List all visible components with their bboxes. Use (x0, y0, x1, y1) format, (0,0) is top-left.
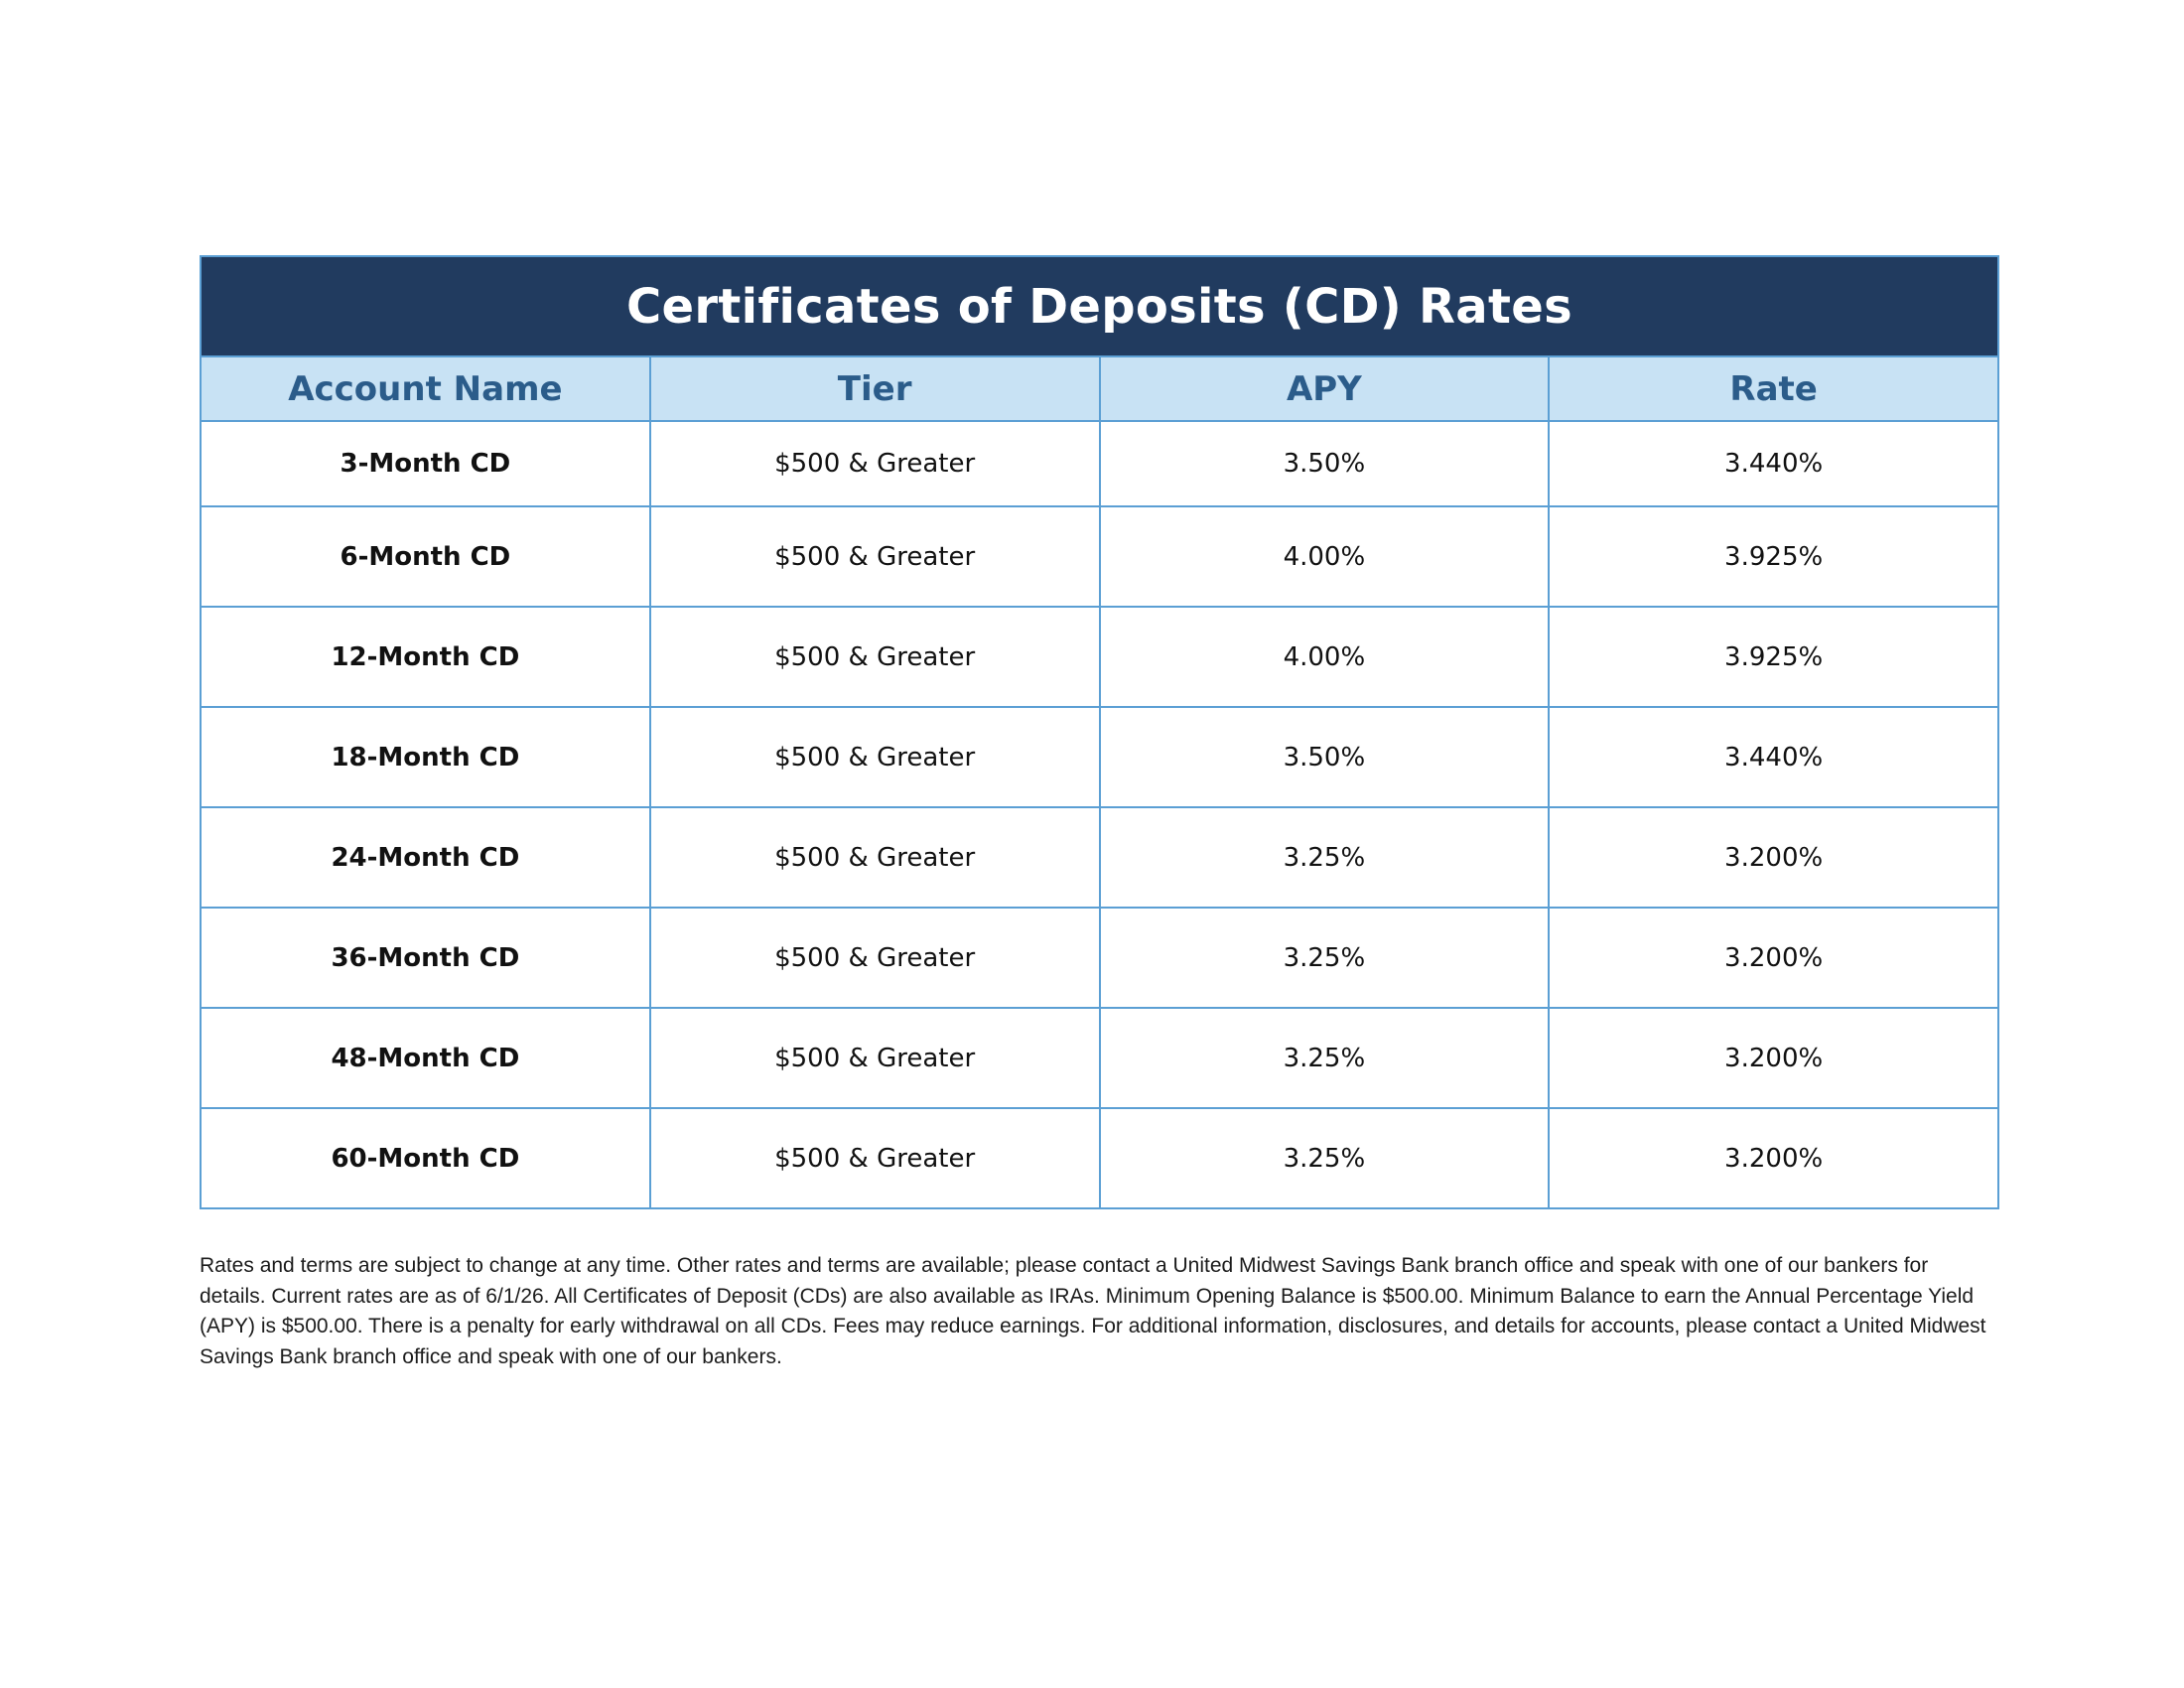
apy-cell: 3.25% (1098, 1007, 1551, 1109)
account-name-cell: 60-Month CD (200, 1107, 651, 1209)
cd-rates-sheet: Certificates of Deposits (CD) Rates Acco… (200, 255, 1999, 1209)
tier-cell: $500 & Greater (648, 706, 1101, 808)
tier-cell: $500 & Greater (648, 505, 1101, 608)
table-title: Certificates of Deposits (CD) Rates (200, 255, 1999, 357)
table-row: 18-Month CD $500 & Greater 3.50% 3.440% (200, 706, 1999, 808)
rate-cell: 3.440% (1548, 420, 1999, 507)
account-name-cell: 6-Month CD (200, 505, 651, 608)
apy-cell: 4.00% (1098, 505, 1551, 608)
tier-cell: $500 & Greater (648, 806, 1101, 909)
table-row: 24-Month CD $500 & Greater 3.25% 3.200% (200, 806, 1999, 909)
rate-cell: 3.200% (1548, 1007, 1999, 1109)
table-row: 36-Month CD $500 & Greater 3.25% 3.200% (200, 907, 1999, 1009)
table-row: 12-Month CD $500 & Greater 4.00% 3.925% (200, 606, 1999, 708)
account-name-cell: 18-Month CD (200, 706, 651, 808)
tier-cell: $500 & Greater (648, 1107, 1101, 1209)
cd-rates-table: Certificates of Deposits (CD) Rates Acco… (200, 255, 1999, 1209)
apy-cell: 3.25% (1098, 1107, 1551, 1209)
rate-cell: 3.200% (1548, 907, 1999, 1009)
apy-cell: 4.00% (1098, 606, 1551, 708)
account-name-cell: 3-Month CD (200, 420, 651, 507)
rate-cell: 3.440% (1548, 706, 1999, 808)
rate-cell: 3.925% (1548, 606, 1999, 708)
table-row: 60-Month CD $500 & Greater 3.25% 3.200% (200, 1107, 1999, 1209)
account-name-cell: 24-Month CD (200, 806, 651, 909)
rate-cell: 3.925% (1548, 505, 1999, 608)
tier-cell: $500 & Greater (648, 1007, 1101, 1109)
account-name-cell: 36-Month CD (200, 907, 651, 1009)
apy-cell: 3.25% (1098, 907, 1551, 1009)
table-row: 48-Month CD $500 & Greater 3.25% 3.200% (200, 1007, 1999, 1109)
tier-cell: $500 & Greater (648, 420, 1101, 507)
column-header-row: Account Name Tier APY Rate (200, 355, 1999, 422)
rate-cell: 3.200% (1548, 806, 1999, 909)
apy-cell: 3.50% (1098, 706, 1551, 808)
table-row: 3-Month CD $500 & Greater 3.50% 3.440% (200, 420, 1999, 507)
rates-disclaimer: Rates and terms are subject to change at… (200, 1254, 1986, 1368)
account-name-cell: 12-Month CD (200, 606, 651, 708)
column-header-rate: Rate (1548, 355, 1999, 422)
table-row: 6-Month CD $500 & Greater 4.00% 3.925% (200, 505, 1999, 608)
column-header-tier: Tier (648, 355, 1101, 422)
column-header-apy: APY (1098, 355, 1551, 422)
apy-cell: 3.50% (1098, 420, 1551, 507)
tier-cell: $500 & Greater (648, 606, 1101, 708)
account-name-cell: 48-Month CD (200, 1007, 651, 1109)
table-title-row: Certificates of Deposits (CD) Rates (200, 255, 1999, 357)
tier-cell: $500 & Greater (648, 907, 1101, 1009)
rate-cell: 3.200% (1548, 1107, 1999, 1209)
column-header-account-name: Account Name (200, 355, 651, 422)
apy-cell: 3.25% (1098, 806, 1551, 909)
